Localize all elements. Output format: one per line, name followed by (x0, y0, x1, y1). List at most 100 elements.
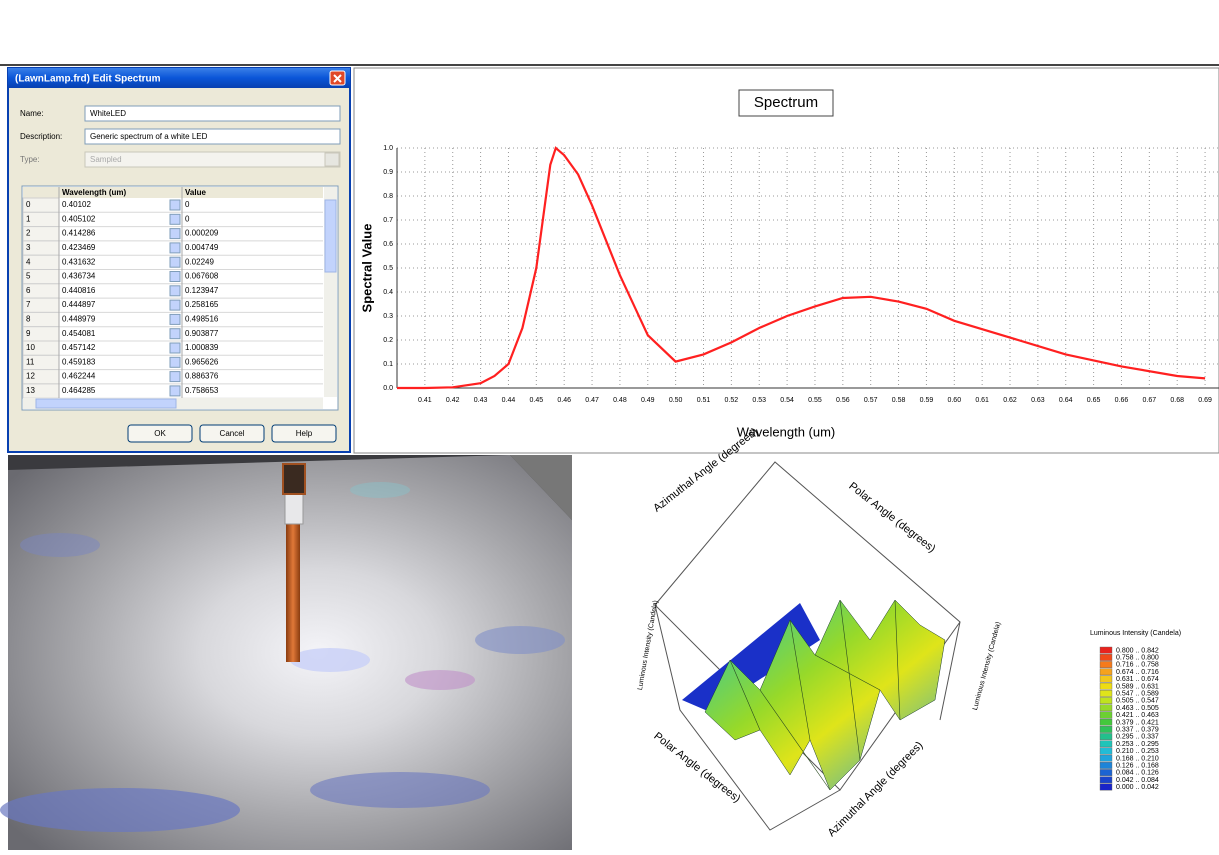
cell-dropdown[interactable] (169, 328, 181, 340)
x-axis-label: Wavelength (um) (737, 424, 836, 439)
x-tick-label: 0.52 (725, 397, 739, 404)
value-cell: 0.258165 (185, 300, 219, 309)
y-tick-label: 0.6 (383, 241, 393, 248)
table-header (23, 187, 323, 198)
x-tick-label: 0.41 (418, 397, 432, 404)
cell-dropdown[interactable] (169, 356, 181, 368)
wavelength-cell: 0.405102 (62, 214, 96, 223)
lamp-cap (282, 463, 306, 495)
light-patch (290, 648, 370, 672)
row-index: 5 (26, 272, 31, 281)
legend-label: 0.337 .. 0.379 (1116, 727, 1159, 734)
value-cell: 0.758653 (185, 386, 219, 395)
chart-title: Spectrum (754, 94, 818, 111)
close-icon (333, 74, 342, 83)
cell-dropdown[interactable] (169, 271, 181, 282)
x-tick-label: 0.62 (1003, 397, 1017, 404)
legend-swatch (1099, 733, 1113, 741)
cell-dropdown[interactable] (169, 342, 181, 354)
cell-dropdown[interactable] (169, 285, 181, 297)
value-cell: 0 (185, 214, 190, 223)
title-bar (8, 68, 350, 88)
description-input[interactable] (84, 128, 341, 145)
y-tick-label: 0.9 (383, 169, 393, 176)
value-cell: 0.886376 (185, 372, 219, 381)
legend-swatch (1099, 740, 1113, 748)
legend-label: 0.674 .. 0.716 (1116, 669, 1159, 676)
row-index: 6 (26, 286, 31, 295)
x-tick-label: 0.45 (530, 397, 544, 404)
row-index: 8 (26, 315, 31, 324)
scroll-thumb[interactable] (35, 398, 177, 409)
table-body: 0 0.40102 0 1 0.405102 0 2 0.414286 0.000209 3 0.4… (22, 187, 323, 399)
legend-swatch (1099, 769, 1113, 777)
name-value: WhiteLED (90, 109, 126, 118)
wavelength-cell: 0.459183 (62, 357, 96, 366)
legend-label: 0.168 .. 0.210 (1116, 755, 1159, 762)
legend-label: 0.589 .. 0.631 (1116, 683, 1159, 690)
x-tick-label: 0.46 (557, 397, 571, 404)
row-index: 11 (26, 357, 35, 366)
dialog-title: (LawnLamp.frd) Edit Spectrum (15, 74, 161, 85)
cell-dropdown[interactable] (169, 385, 181, 397)
legend-label: 0.631 .. 0.674 (1116, 676, 1159, 683)
x-tick-label: 0.51 (697, 397, 711, 404)
x-tick-label: 0.42 (446, 397, 460, 404)
cell-dropdown[interactable] (169, 213, 181, 225)
legend-swatch (1099, 711, 1113, 719)
light-patch (0, 788, 240, 832)
cell-dropdown[interactable] (169, 228, 181, 240)
x-tick-label: 0.65 (1087, 397, 1101, 404)
value-cell: 0.02249 (185, 257, 214, 266)
render-panel (0, 455, 572, 850)
legend-label: 0.253 .. 0.295 (1116, 741, 1159, 748)
x-tick-label: 0.43 (474, 397, 488, 404)
legend-swatch (1099, 718, 1113, 726)
button[interactable] (127, 424, 193, 443)
x-tick-label: 0.64 (1059, 397, 1073, 404)
y-tick-label: 0.2 (383, 337, 393, 344)
wavelength-cell: 0.40102 (62, 200, 91, 209)
cell-dropdown[interactable] (169, 299, 181, 311)
surface-panel: Azimuthal Angle (degrees) Polar Angle (d… (575, 426, 1219, 850)
row-index: 9 (26, 329, 31, 338)
cell-dropdown[interactable] (169, 242, 181, 254)
x-tick-label: 0.48 (613, 397, 627, 404)
x-tick-label: 0.69 (1198, 397, 1212, 404)
scroll-thumb[interactable] (324, 199, 337, 273)
cell-dropdown[interactable] (169, 371, 181, 383)
x-tick-label: 0.61 (975, 397, 989, 404)
wavelength-cell: 0.414286 (62, 229, 96, 238)
wavelength-cell: 0.454081 (62, 329, 96, 338)
button-label: OK (154, 429, 166, 438)
value-cell: 0 (185, 200, 190, 209)
description-value: Generic spectrum of a white LED (90, 132, 208, 141)
type-select[interactable] (84, 151, 341, 168)
row-index: 10 (26, 343, 35, 352)
x-tick-label: 0.56 (836, 397, 850, 404)
legend-label: 0.463 .. 0.505 (1116, 705, 1159, 712)
name-input[interactable] (84, 105, 341, 122)
x-tick-label: 0.49 (641, 397, 655, 404)
button[interactable] (199, 424, 265, 443)
legend-label: 0.210 .. 0.253 (1116, 748, 1159, 755)
x-tick-label: 0.67 (1143, 397, 1157, 404)
value-cell: 1.000839 (185, 343, 219, 352)
legend-label: 0.800 .. 0.842 (1116, 647, 1159, 654)
cell-dropdown[interactable] (169, 313, 181, 325)
legend-label: 0.547 .. 0.589 (1116, 691, 1159, 698)
x-tick-label: 0.66 (1115, 397, 1129, 404)
description-label: Description: (20, 132, 62, 141)
cell-dropdown[interactable] (169, 256, 181, 268)
legend-label: 0.716 .. 0.758 (1116, 662, 1159, 669)
row-index: 12 (26, 372, 35, 381)
legend-label: 0.379 .. 0.421 (1116, 719, 1159, 726)
legend-label: 0.758 .. 0.800 (1116, 655, 1159, 662)
cell-dropdown[interactable] (169, 199, 181, 211)
light-patch (475, 626, 565, 654)
chart-frame (353, 67, 1219, 454)
legend-title: Luminous Intensity (Candela) (1090, 630, 1181, 637)
x-tick-label: 0.54 (780, 397, 794, 404)
button[interactable] (271, 424, 337, 443)
